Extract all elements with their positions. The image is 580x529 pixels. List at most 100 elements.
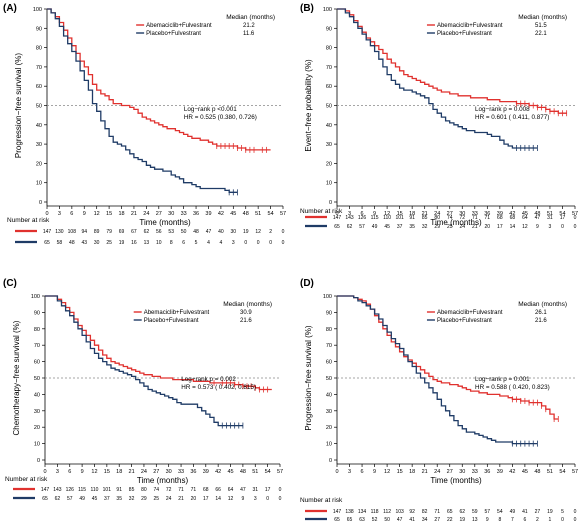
y-axis-label: Chemotherapy−free survival (%)	[12, 320, 21, 435]
risk-value: 108	[68, 229, 77, 235]
risk-value: 112	[383, 509, 391, 515]
risk-value: 68	[510, 215, 516, 221]
risk-value: 103	[395, 509, 404, 515]
x-tick-label: 27	[447, 469, 453, 475]
risk-value: 48	[69, 240, 75, 246]
x-tick-label: 3	[348, 211, 351, 217]
y-tick-label: 20	[326, 161, 332, 167]
risk-value: 71	[434, 509, 440, 515]
x-tick-label: 51	[547, 211, 553, 217]
x-tick-label: 3	[58, 211, 61, 217]
y-tick-label: 60	[36, 84, 42, 90]
risk-value: 85	[129, 487, 135, 493]
y-tick-label: 80	[326, 46, 332, 52]
risk-value: 62	[347, 224, 353, 230]
risk-value: 57	[485, 509, 491, 515]
risk-value: 0	[561, 517, 564, 523]
hr-annotation: HR = 0.588 ( 0.420, 0.823)	[475, 384, 550, 391]
risk-value: 43	[81, 240, 87, 246]
legend-item-label: Abemaciclib+Fulvestrant	[144, 310, 210, 316]
x-tick-label: 0	[45, 211, 48, 217]
risk-value: 69	[119, 229, 125, 235]
risk-value: 58	[57, 240, 63, 246]
risk-value: 138	[345, 509, 354, 515]
risk-value: 91	[409, 215, 415, 221]
risk-value: 0	[244, 240, 247, 246]
x-tick-label: 42	[509, 469, 515, 475]
risk-value: 4	[220, 240, 223, 246]
risk-value: 19	[547, 509, 553, 515]
risk-value: 130	[55, 229, 64, 235]
y-tick-label: 100	[323, 7, 332, 13]
risk-value: 25	[154, 496, 160, 502]
x-tick-label: 57	[280, 211, 286, 217]
risk-value: 0	[266, 496, 269, 502]
km-curve-abemaciclib	[45, 295, 272, 391]
x-tick-label: 51	[255, 211, 261, 217]
risk-value: 25	[106, 240, 112, 246]
y-tick-label: 10	[34, 442, 40, 448]
risk-value: 126	[66, 487, 75, 493]
legend-item-label: Abemaciclib+Fulvestrant	[437, 310, 503, 316]
risk-value: 101	[395, 215, 404, 221]
y-tick-label: 10	[36, 181, 42, 187]
legend-item-label: Placebo+Fulvestrant	[144, 318, 199, 324]
x-tick-label: 15	[397, 469, 403, 475]
x-tick-label: 42	[218, 211, 224, 217]
risk-value: 6	[524, 517, 527, 523]
y-tick-label: 0	[329, 458, 332, 464]
risk-value: 79	[106, 229, 112, 235]
x-tick-label: 45	[230, 211, 236, 217]
y-tick-label: 20	[326, 425, 332, 431]
y-tick-label: 100	[323, 294, 332, 300]
risk-value: 24	[166, 496, 172, 502]
risk-value: 118	[371, 509, 379, 515]
x-tick-label: 48	[534, 211, 540, 217]
risk-value: 65	[44, 240, 50, 246]
x-axis-label: Time (months)	[430, 476, 482, 485]
risk-value: 147	[333, 509, 342, 515]
risk-value: 34	[422, 517, 428, 523]
x-tick-label: 36	[193, 211, 199, 217]
y-tick-label: 40	[34, 392, 40, 398]
risk-value: 147	[41, 487, 50, 493]
y-tick-label: 50	[326, 376, 332, 382]
risk-value: 65	[347, 517, 353, 523]
x-tick-label: 15	[106, 211, 112, 217]
x-tick-label: 36	[484, 211, 490, 217]
risk-value: 0	[282, 229, 285, 235]
risk-value: 74	[154, 487, 160, 493]
y-tick-label: 90	[326, 310, 332, 316]
risk-value: 17	[265, 487, 271, 493]
risk-value: 29	[434, 224, 440, 230]
risk-value: 71	[191, 487, 197, 493]
risk-value: 68	[497, 215, 503, 221]
risk-value: 12	[255, 229, 261, 235]
risk-value: 3	[254, 496, 257, 502]
km-curve-placebo	[337, 295, 538, 445]
risk-value: 41	[522, 509, 528, 515]
risk-value: 85	[422, 215, 428, 221]
x-tick-label: 21	[131, 211, 137, 217]
x-tick-label: 57	[572, 469, 578, 475]
legend-item-label: Placebo+Fulvestrant	[437, 318, 492, 324]
risk-value: 0	[561, 224, 564, 230]
risk-value: 134	[358, 509, 367, 515]
risk-value: 64	[228, 487, 234, 493]
risk-value: 56	[156, 229, 162, 235]
risk-value: 8	[170, 240, 173, 246]
y-tick-label: 40	[36, 123, 42, 129]
x-tick-label: 12	[91, 469, 97, 475]
x-tick-label: 12	[384, 211, 390, 217]
risk-value: 62	[55, 496, 61, 502]
risk-value: 1	[549, 517, 552, 523]
logrank-annotation: Log−rank p = 0.008	[475, 106, 530, 113]
risk-value: 45	[92, 496, 98, 502]
legend-item-label: Placebo+Fulvestrant	[146, 31, 201, 37]
x-tick-label: 42	[215, 469, 221, 475]
y-tick-label: 100	[31, 294, 40, 300]
x-tick-label: 42	[509, 211, 515, 217]
x-tick-label: 54	[265, 469, 271, 475]
